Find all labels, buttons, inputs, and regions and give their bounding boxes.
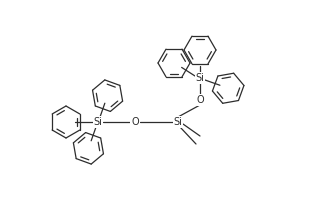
- Text: O: O: [196, 95, 204, 105]
- Text: Si: Si: [174, 117, 183, 127]
- Text: Si: Si: [94, 117, 102, 127]
- Text: Si: Si: [196, 73, 204, 83]
- Text: O: O: [131, 117, 139, 127]
